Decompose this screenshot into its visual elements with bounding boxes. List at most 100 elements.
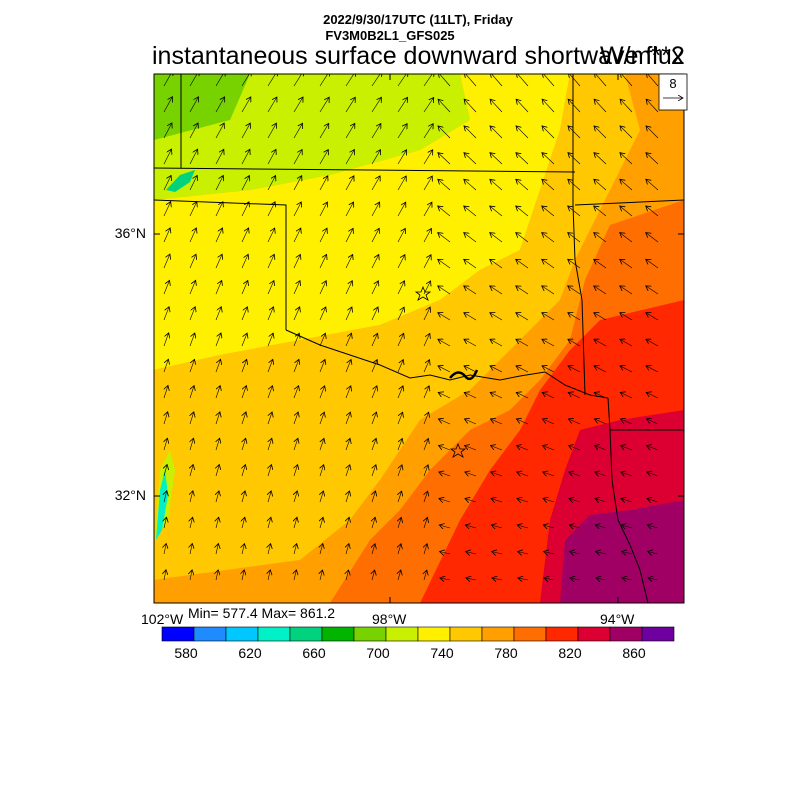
wind-vector <box>371 176 380 191</box>
wind-vector <box>371 360 377 373</box>
wind-vector <box>215 202 223 217</box>
wind-vector <box>424 570 427 581</box>
wind-vector <box>438 206 451 217</box>
wind-vector <box>542 233 555 243</box>
wind-vector <box>620 126 633 139</box>
wind-vector <box>190 544 192 555</box>
wind-vector <box>568 206 581 217</box>
wind-vector <box>490 74 503 87</box>
wind-vector <box>438 392 451 399</box>
wind-vector <box>267 123 276 139</box>
wind-vector <box>294 412 298 425</box>
wind-vector <box>398 544 401 555</box>
wind-vector <box>293 228 301 243</box>
wind-vector <box>646 366 659 373</box>
wind-vector <box>319 123 329 139</box>
wind-vector <box>345 307 352 321</box>
wind-vector <box>268 491 271 503</box>
wind-vector <box>163 359 168 373</box>
wind-vector <box>594 339 607 347</box>
wind-vector <box>490 99 503 113</box>
wind-vector <box>371 124 381 139</box>
wind-vector <box>464 286 477 295</box>
wind-vector <box>189 307 195 321</box>
wind-vector <box>620 74 633 87</box>
wind-vector <box>319 412 324 425</box>
wind-vector <box>294 438 298 451</box>
wind-vector <box>466 578 477 580</box>
wind-vector <box>215 307 221 321</box>
lon-label-98w: 98°W <box>372 611 407 627</box>
wind-vector <box>491 499 503 503</box>
wind-vector <box>397 439 402 451</box>
colorbar-label: 620 <box>238 645 262 661</box>
wind-vector <box>466 552 477 555</box>
wind-vector <box>293 74 304 87</box>
wind-vector <box>518 578 529 580</box>
wind-vector <box>620 206 633 217</box>
wind-vector <box>423 150 433 165</box>
wind-vector <box>464 419 477 425</box>
wind-vector <box>345 333 352 347</box>
wind-vector <box>568 259 581 269</box>
colorbar-swatch <box>289 626 323 642</box>
wind-vector <box>293 202 301 217</box>
wind-vector <box>620 419 633 425</box>
main-title: instantaneous surface downward shortwave… <box>152 42 685 70</box>
wind-vector <box>464 99 477 113</box>
wind-vector <box>542 392 555 399</box>
colorbar-swatch <box>353 626 387 642</box>
wind-vector <box>241 228 249 243</box>
wind-vector <box>267 149 276 165</box>
wind-vector <box>490 419 503 425</box>
wind-vector <box>542 153 555 165</box>
wind-vector <box>345 386 351 399</box>
wind-vector <box>216 438 220 451</box>
wind-vector <box>490 153 503 165</box>
wind-vector <box>620 339 633 347</box>
wind-vector <box>294 491 297 503</box>
wind-vector <box>594 153 607 165</box>
colorbar-label: 700 <box>366 645 390 661</box>
wind-vector <box>423 439 428 451</box>
wind-vector <box>594 366 607 373</box>
wind-vector <box>464 366 477 373</box>
wind-vector <box>568 419 581 425</box>
wind-vector <box>620 366 633 373</box>
wind-vector <box>542 179 555 191</box>
wind-vector <box>163 280 170 295</box>
wind-vector <box>542 339 555 347</box>
wind-vector <box>346 465 350 477</box>
wind-vector <box>646 126 659 139</box>
wind-vector <box>294 544 297 555</box>
colorbar-swatch <box>161 626 195 642</box>
wind-vector <box>164 438 167 451</box>
wind-vector <box>423 307 430 321</box>
wind-vector <box>267 176 276 191</box>
wind-vector <box>490 286 503 295</box>
wind-vector <box>164 465 167 477</box>
wind-vector <box>371 412 377 425</box>
wind-vector <box>594 286 607 295</box>
wind-vector <box>594 126 607 139</box>
wind-vector <box>268 517 271 529</box>
wind-vector <box>490 259 503 269</box>
wind-vector <box>397 74 408 87</box>
wind-vector <box>595 525 607 528</box>
wind-vector <box>345 202 354 217</box>
wind-vectors <box>163 74 659 581</box>
wind-vector <box>215 228 223 243</box>
wind-vector <box>371 386 377 399</box>
wind-vector <box>596 578 607 580</box>
wind-vector <box>646 153 659 165</box>
wind-vector <box>594 259 607 269</box>
lat-label-36n: 36°N <box>114 225 146 241</box>
lon-label-102w: 102°W <box>141 611 184 627</box>
wind-vector <box>490 233 503 243</box>
wind-vector <box>345 150 354 165</box>
wind-vector <box>346 570 349 581</box>
wind-vector <box>542 313 555 321</box>
wind-vector <box>267 254 274 269</box>
wind-vector <box>491 446 503 451</box>
wind-vector <box>267 307 274 321</box>
